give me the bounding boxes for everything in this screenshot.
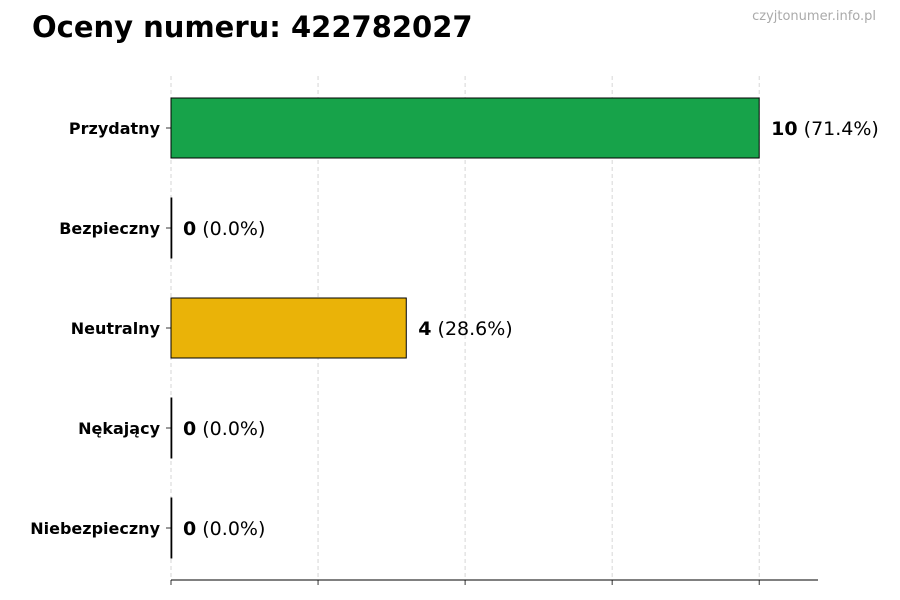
- value-label: 10 (71.4%): [771, 118, 879, 140]
- bar-2: [170, 297, 407, 359]
- value-label: 4 (28.6%): [418, 318, 512, 340]
- value-label: 0 (0.0%): [183, 418, 265, 440]
- category-label: Niebezpieczny: [30, 519, 160, 538]
- category-label: Bezpieczny: [59, 219, 160, 238]
- category-label: Przydatny: [69, 119, 161, 138]
- value-label: 0 (0.0%): [183, 518, 265, 540]
- category-label: Nękający: [78, 419, 160, 438]
- category-label: Neutralny: [71, 319, 161, 338]
- value-label: 0 (0.0%): [183, 218, 265, 240]
- chart-title: Oceny numeru: 422782027: [32, 10, 473, 44]
- bar-3: [170, 397, 173, 459]
- bar-1: [170, 197, 173, 259]
- bar-4: [170, 497, 173, 559]
- bar-0: [170, 97, 760, 159]
- watermark: czyjtonumer.info.pl: [752, 9, 876, 24]
